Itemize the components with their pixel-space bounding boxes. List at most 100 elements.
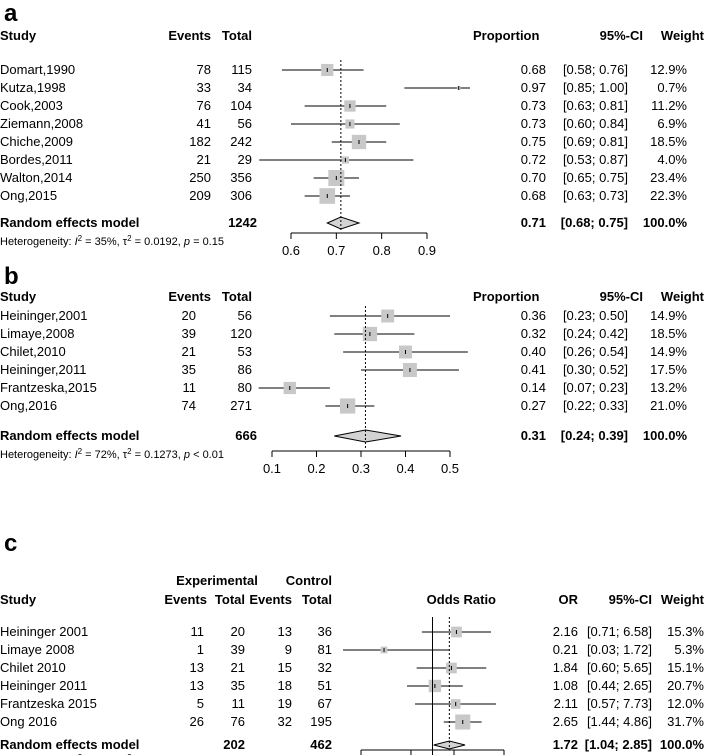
study-ci: [0.60; 5.65] [587, 660, 652, 675]
study-c-total: 81 [318, 642, 332, 657]
column-header-or: OR [559, 592, 579, 607]
study-label: Chilet,2010 [0, 344, 66, 359]
study-ci: [0.53; 0.87] [563, 152, 628, 167]
study-weight: 18.5% [650, 134, 687, 149]
heterogeneity-i2-sup: 2 [78, 753, 83, 755]
study-events: 76 [197, 98, 211, 113]
heterogeneity-i2-sup: 2 [78, 234, 83, 243]
study-ci: [0.60; 0.84] [563, 116, 628, 131]
heterogeneity-text: Heterogeneity: I2 = 29%, τ2 = 0.1142, p … [0, 753, 223, 755]
study-label: Kutza,1998 [0, 80, 66, 95]
study-weight: 18.5% [650, 326, 687, 341]
column-header-events: Events [164, 592, 207, 607]
summary-ci: [0.24; 0.39] [561, 428, 628, 443]
summary-estimate: 1.72 [553, 737, 578, 752]
summary-weight: 100.0% [660, 737, 705, 752]
study-e-events: 13 [190, 660, 204, 675]
study-estimate: 0.73 [521, 116, 546, 131]
heterogeneity-tau-val: = 0.1273, [132, 449, 184, 461]
study-estimate: 0.70 [521, 170, 546, 185]
study-events: 39 [182, 326, 196, 341]
panel-a [259, 60, 470, 239]
study-weight: 21.0% [650, 398, 687, 413]
study-estimate: 0.75 [521, 134, 546, 149]
panel-letter: a [4, 0, 18, 27]
study-e-total: 21 [231, 660, 245, 675]
column-header-events: Events [168, 28, 211, 43]
study-ci: [1.44; 4.86] [587, 714, 652, 729]
study-label: Domart,1990 [0, 62, 75, 77]
study-estimate: 2.11 [554, 696, 578, 711]
heterogeneity-tau-sym: τ [123, 449, 128, 461]
study-estimate: 0.36 [521, 308, 546, 323]
study-e-total: 11 [232, 696, 246, 711]
study-c-events: 9 [285, 642, 292, 657]
study-events: 209 [189, 188, 211, 203]
study-label: Bordes,2011 [0, 152, 73, 167]
column-header-total: Total [215, 592, 245, 607]
summary-ci: [1.04; 2.85] [585, 737, 652, 752]
study-total: 56 [238, 308, 252, 323]
study-estimate: 0.27 [521, 398, 546, 413]
column-header-ci: 95%-CI [609, 592, 652, 607]
study-c-events: 18 [278, 678, 292, 693]
column-header-study: Study [0, 289, 37, 304]
x-tick-label: 0.2 [307, 461, 325, 476]
study-events: 182 [189, 134, 211, 149]
summary-label: Random effects model [0, 737, 139, 752]
study-label: Ong 2016 [0, 714, 57, 729]
study-estimate: 2.65 [553, 714, 578, 729]
study-events: 11 [183, 380, 197, 395]
column-header-events: Events [168, 289, 211, 304]
summary-e-total: 202 [223, 737, 245, 752]
study-weight: 22.3% [650, 188, 687, 203]
study-c-total: 32 [318, 660, 332, 675]
study-events: 41 [197, 116, 211, 131]
study-ci: [0.71; 6.58] [587, 624, 652, 639]
study-ci: [0.44; 2.65] [587, 678, 652, 693]
heterogeneity-text: Heterogeneity: I2 = 72%, τ2 = 0.1273, p … [0, 447, 224, 461]
study-total: 29 [238, 152, 252, 167]
summary-diamond [334, 429, 402, 443]
study-weight: 14.9% [650, 308, 687, 323]
study-estimate: 0.41 [521, 362, 546, 377]
column-header-effect: Odds Ratio [427, 592, 496, 607]
study-ci: [0.26; 0.54] [563, 344, 628, 359]
study-estimate: 0.68 [521, 62, 546, 77]
study-ci: [0.30; 0.52] [563, 362, 628, 377]
column-header-effect: Proportion [473, 28, 539, 43]
study-weight: 5.3% [674, 642, 704, 657]
study-estimate: 0.40 [521, 344, 546, 359]
study-ci: [0.22; 0.33] [563, 398, 628, 413]
study-estimate: 2.16 [553, 624, 578, 639]
study-label: Frantzeska 2015 [0, 696, 97, 711]
study-weight: 4.0% [657, 152, 687, 167]
study-estimate: 0.68 [521, 188, 546, 203]
study-c-total: 67 [318, 696, 332, 711]
study-weight: 13.2% [650, 380, 687, 395]
x-tick-label: 0.3 [352, 461, 370, 476]
study-c-events: 13 [278, 624, 292, 639]
study-label: Heininger,2011 [0, 362, 87, 377]
summary-c-total: 462 [310, 737, 332, 752]
study-total: 306 [230, 188, 252, 203]
heterogeneity-p-val: < 0.01 [190, 449, 224, 461]
study-ci: [0.03; 1.72] [587, 642, 652, 657]
study-ci: [0.63; 0.81] [563, 98, 628, 113]
study-events: 21 [197, 152, 211, 167]
study-weight: 6.9% [657, 116, 687, 131]
study-events: 78 [197, 62, 211, 77]
study-weight: 15.1% [667, 660, 704, 675]
study-estimate: 0.32 [521, 326, 546, 341]
heterogeneity-prefix: Heterogeneity: [0, 236, 75, 248]
column-header-events: Events [249, 592, 292, 607]
study-ci: [0.57; 7.73] [587, 696, 652, 711]
study-weight: 20.7% [667, 678, 704, 693]
study-c-events: 19 [278, 696, 292, 711]
study-c-total: 51 [318, 678, 332, 693]
study-e-total: 76 [231, 714, 245, 729]
study-ci: [0.24; 0.42] [563, 326, 628, 341]
study-weight: 11.2% [651, 98, 687, 113]
column-header-effect: Proportion [473, 289, 539, 304]
x-tick-label: 0.8 [373, 243, 391, 258]
